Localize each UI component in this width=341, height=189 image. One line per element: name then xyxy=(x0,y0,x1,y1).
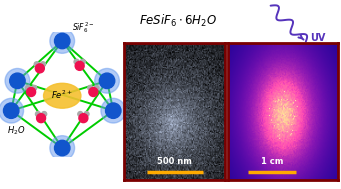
Text: $Fe^{2+}$: $Fe^{2+}$ xyxy=(51,88,73,101)
Circle shape xyxy=(10,73,25,88)
Text: $H_2O$: $H_2O$ xyxy=(8,124,26,137)
Circle shape xyxy=(88,85,93,90)
Circle shape xyxy=(99,73,115,88)
Circle shape xyxy=(74,59,79,64)
Ellipse shape xyxy=(44,83,81,108)
Circle shape xyxy=(78,112,83,117)
Circle shape xyxy=(50,136,75,160)
Circle shape xyxy=(3,103,19,118)
Circle shape xyxy=(95,68,119,93)
Circle shape xyxy=(55,33,70,49)
Circle shape xyxy=(42,112,47,117)
Circle shape xyxy=(0,98,24,123)
Circle shape xyxy=(50,29,75,53)
Text: $\mathit{FeSiF_6 \cdot 6H_2O}$: $\mathit{FeSiF_6 \cdot 6H_2O}$ xyxy=(139,13,217,29)
Circle shape xyxy=(34,62,39,67)
Circle shape xyxy=(5,68,30,93)
Circle shape xyxy=(27,88,35,97)
Circle shape xyxy=(35,64,44,73)
Text: 1 cm: 1 cm xyxy=(261,157,283,166)
Circle shape xyxy=(80,59,85,64)
Text: $SiF_6^{2-}$: $SiF_6^{2-}$ xyxy=(72,20,95,35)
Circle shape xyxy=(94,85,99,90)
Circle shape xyxy=(36,114,46,123)
Circle shape xyxy=(26,85,30,90)
Circle shape xyxy=(35,112,41,117)
Circle shape xyxy=(41,62,45,67)
Circle shape xyxy=(89,88,98,97)
Circle shape xyxy=(79,114,88,123)
Circle shape xyxy=(84,112,89,117)
Circle shape xyxy=(106,103,121,118)
Text: 500 nm: 500 nm xyxy=(157,157,192,166)
Circle shape xyxy=(55,140,70,156)
Circle shape xyxy=(75,61,84,70)
Circle shape xyxy=(101,98,125,123)
Circle shape xyxy=(32,85,37,90)
Text: UV: UV xyxy=(310,33,326,43)
